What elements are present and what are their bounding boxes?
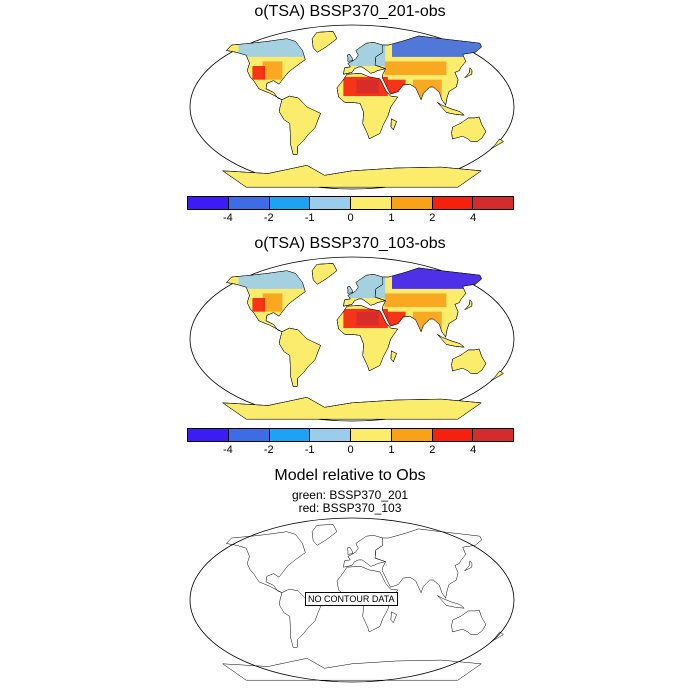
colorbar-tick-label: -2 [263, 212, 274, 224]
anomaly-region [262, 293, 283, 312]
colorbar-tick-label: 0 [347, 444, 354, 456]
coastline [347, 53, 354, 62]
panel3-legend-red: red: BSSP370_103 [298, 501, 402, 515]
colorbar-swatch [391, 429, 433, 441]
coastline [437, 334, 465, 348]
coastline [225, 38, 306, 100]
colorbar-swatch [269, 429, 311, 441]
anomaly-region [454, 352, 480, 374]
colorbar-swatch [269, 197, 311, 209]
colorbar-ticks-panel1: -4 -2 -1 0 1 2 4 [0, 212, 700, 226]
panel3-legend-green: green: BSSP370_201 [291, 488, 409, 502]
coastline [278, 95, 321, 155]
anomaly-region [365, 97, 387, 135]
coastline [336, 305, 399, 372]
colorbar-tick-label: -4 [222, 212, 233, 224]
coastline [451, 348, 487, 374]
land-madagascar [390, 611, 397, 624]
colorbar-swatch [432, 429, 474, 441]
colorbar-tick-label: 1 [388, 444, 395, 456]
anomaly-region [454, 120, 480, 142]
land-newZealand [490, 631, 504, 643]
land-antarctica [221, 658, 483, 681]
colorbar-swatch [188, 197, 229, 209]
colorbar-swatch [432, 197, 474, 209]
coastline [221, 397, 483, 420]
coastline [374, 35, 482, 106]
coastline [278, 327, 321, 387]
coastline [225, 270, 306, 332]
anomaly-region [238, 38, 305, 57]
panel2-title: o(TSA) BSSP370_103-obs [254, 235, 446, 252]
panel3-title: Model relative to Obs [274, 467, 426, 484]
colorbar-tick-label: -2 [263, 444, 274, 456]
colorbar-tick-label: 0 [347, 212, 354, 224]
coastline [374, 267, 482, 338]
colorbar-panel2 [187, 428, 514, 442]
world-map-panel2 [189, 256, 515, 422]
coastline [311, 263, 338, 285]
land-greenland [311, 524, 338, 546]
anomaly-region [356, 79, 379, 94]
colorbar-swatch [228, 197, 270, 209]
colorbar-ticks-panel2: -4 -2 -1 0 1 2 4 [0, 444, 700, 458]
colorbar-swatch [310, 429, 351, 441]
colorbar-tick-label: -1 [304, 212, 315, 224]
land-japan [464, 560, 473, 572]
land-asia [374, 528, 482, 599]
coastline [490, 138, 504, 150]
land-indonesia [437, 595, 465, 609]
colorbar-tick-label: -1 [304, 444, 315, 456]
coastline [437, 102, 465, 116]
land-northAmerica [225, 531, 306, 593]
anomaly-region [262, 61, 283, 80]
colorbar-tick-label: -4 [222, 444, 233, 456]
coastline [464, 299, 473, 311]
coastline [336, 73, 399, 140]
land-australia [451, 609, 487, 635]
coastline [311, 31, 338, 53]
colorbar-swatch [310, 197, 351, 209]
colorbar-tick-label: 2 [429, 444, 436, 456]
coastline [390, 350, 397, 363]
land-uk [347, 546, 354, 555]
anomaly-region [384, 61, 447, 76]
colorbar-tick-label: 2 [429, 212, 436, 224]
colorbar-swatch [351, 197, 392, 209]
anomaly-region [365, 329, 387, 367]
coastline [464, 67, 473, 79]
colorbar-swatch [188, 429, 229, 441]
anomaly-region [384, 293, 447, 308]
coastline [451, 116, 487, 142]
anomaly-region [356, 311, 379, 326]
anomaly-region [252, 298, 266, 312]
colorbar-swatch [351, 429, 392, 441]
colorbar-tick-label: 4 [470, 444, 477, 456]
colorbar-tick-label: 1 [388, 212, 395, 224]
colorbar-swatch [391, 197, 433, 209]
coastline [347, 285, 354, 294]
no-contour-data-label: NO CONTOUR DATA [305, 592, 398, 606]
anomaly-region [252, 66, 266, 80]
coastline [221, 165, 483, 188]
colorbar-swatch [473, 197, 513, 209]
anomaly-region [238, 270, 305, 289]
panel1-title: o(TSA) BSSP370_201-obs [254, 3, 446, 20]
coastline [390, 118, 397, 131]
colorbar-panel1 [187, 196, 514, 210]
colorbar-tick-label: 4 [470, 212, 477, 224]
colorbar-swatch [228, 429, 270, 441]
coastline [490, 370, 504, 382]
world-map-panel1 [189, 24, 515, 190]
colorbar-swatch [473, 429, 513, 441]
